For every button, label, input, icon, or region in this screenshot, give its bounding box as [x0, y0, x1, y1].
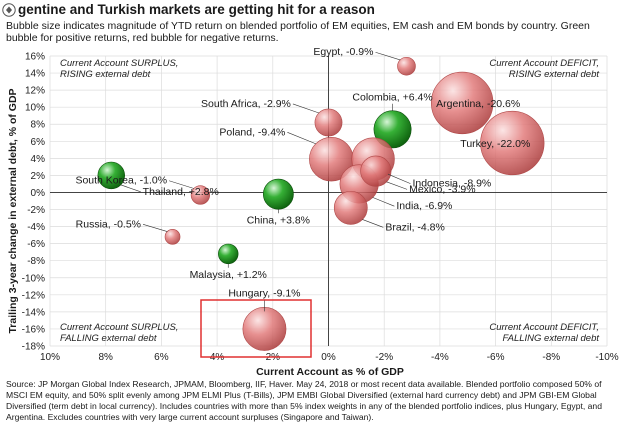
brand-logo-icon: [2, 3, 16, 17]
leader-line: [372, 197, 395, 207]
y-tick-label: 10%: [25, 103, 45, 114]
bubble-labels: Argentina, -20.6% Turkey, -22.0% Egypt, -0…: [75, 46, 530, 312]
y-axis-label: Trailing 3-year change in external debt,…: [7, 88, 19, 333]
bubble-russia: [164, 229, 181, 245]
bubble-label-egypt: Egypt, -0.9%: [313, 46, 373, 58]
quadrant-label-bottom-right: FALLING external debt: [503, 333, 600, 344]
bubble-label-russia: Russia, -0.5%: [76, 218, 141, 230]
leader-line: [292, 103, 320, 114]
bubble-china: [262, 178, 294, 210]
bubble-label-indonesia: Indonesia, -8.9%: [412, 178, 491, 190]
y-tick-label: 6%: [31, 137, 46, 148]
bubble-label-china: China, +3.8%: [247, 214, 310, 226]
hungary-highlight-box: [200, 299, 312, 358]
bubble-brazil: [333, 190, 368, 225]
quadrant-label-top-left: RISING external debt: [60, 69, 151, 80]
x-tick-label: 0%: [321, 352, 336, 363]
y-tick-label: 16%: [25, 52, 45, 63]
quadrant-label-top-left: Current Account SURPLUS,: [60, 58, 178, 69]
leader-line: [169, 180, 194, 189]
quadrant-label-bottom-right: Current Account DEFICIT,: [489, 322, 599, 333]
bubbles: [97, 56, 545, 351]
y-tick-label: -12%: [22, 290, 45, 301]
quadrant-label-top-right: Current Account DEFICIT,: [489, 58, 599, 69]
leader-line: [120, 184, 141, 193]
bubble-label-malaysia: Malaysia, +1.2%: [190, 269, 267, 281]
leader-line: [142, 224, 168, 232]
bubble-label-argentina: Argentina, -20.6%: [436, 98, 520, 110]
x-tick-label: 6%: [154, 352, 169, 363]
bubble-egypt: [397, 56, 416, 76]
bubble-south-korea: [190, 185, 210, 205]
y-tick-label: -16%: [22, 324, 45, 335]
y-tick-label: -14%: [22, 307, 45, 318]
axes: 16% 14% 12% 10% 8% 6% 4% 2% 0% -2% -4% -6% -8% -10% -1…: [22, 52, 619, 364]
bubble-label-mexico: Mexico, -3.9%: [409, 183, 476, 195]
leader-line: [287, 132, 317, 145]
bubble-malaysia: [218, 243, 239, 265]
y-tick-label: 14%: [25, 69, 45, 80]
quadrant-label-top-right: RISING external debt: [509, 69, 600, 80]
bubble-hungary: [242, 307, 287, 351]
bubble-south-africa: [314, 108, 343, 137]
y-tick-label: -10%: [22, 273, 45, 284]
bubble-label-poland: Poland, -9.4%: [219, 126, 285, 138]
bubble-label-brazil: Brazil, -4.8%: [385, 221, 445, 233]
leader-line: [387, 173, 411, 184]
y-tick-label: -6%: [27, 239, 45, 250]
y-tick-label: -4%: [27, 222, 45, 233]
y-tick-label: -8%: [27, 256, 45, 267]
bubble-mexico: [360, 155, 392, 187]
x-axis-label: Current Account as % of GDP: [256, 366, 404, 378]
x-tick-label: -10%: [595, 352, 618, 363]
bubble-label-india: India, -6.9%: [396, 200, 452, 212]
bubble-turkey: [480, 110, 545, 176]
chart-title: gentine and Turkish markets are getting …: [18, 2, 375, 17]
quadrant-label-bottom-left: FALLING external debt: [60, 333, 157, 344]
y-tick-label: 0%: [31, 188, 46, 199]
x-tick-label: 8%: [98, 352, 113, 363]
bubble-thailand: [97, 161, 125, 190]
quadrant-labels: Current Account SURPLUS,RISING external …: [60, 58, 599, 344]
x-tick-label: 10%: [40, 352, 60, 363]
chart-subtitle: Bubble size indicates magnitude of YTD r…: [6, 20, 590, 44]
bubble-argentina: [430, 71, 494, 135]
y-tick-label: 12%: [25, 86, 45, 97]
y-tick-label: -2%: [27, 205, 45, 216]
bubble-label-turkey: Turkey, -22.0%: [460, 138, 530, 150]
leader-line: [375, 51, 401, 61]
source-note: Source: JP Morgan Global Index Research,…: [6, 379, 602, 422]
x-tick-label: -2%: [375, 352, 393, 363]
y-tick-label: 4%: [31, 154, 46, 165]
bubble-chart: 16% 14% 12% 10% 8% 6% 4% 2% 0% -2% -4% -6% -8% -10% -1…: [7, 46, 619, 378]
quadrant-label-bottom-left: Current Account SURPLUS,: [60, 322, 178, 333]
bubble-label-hungary: Hungary, -9.1%: [228, 287, 300, 299]
bubble-label-colombia: Colombia, +6.4%: [352, 92, 432, 104]
x-tick-label: -6%: [487, 352, 505, 363]
bubble-label-south-africa: South Africa, -2.9%: [201, 98, 291, 110]
leader-line: [362, 219, 384, 228]
y-tick-label: 8%: [31, 120, 46, 131]
bubble-label-thailand: Thailand, +2.8%: [143, 186, 219, 198]
y-tick-label: -18%: [22, 342, 45, 353]
bubble-label-south-korea: South Korea, -1.0%: [75, 175, 167, 187]
y-tick-label: 2%: [31, 171, 46, 182]
x-tick-label: -8%: [542, 352, 560, 363]
leader-line: [386, 181, 408, 190]
x-tick-label: -4%: [431, 352, 449, 363]
